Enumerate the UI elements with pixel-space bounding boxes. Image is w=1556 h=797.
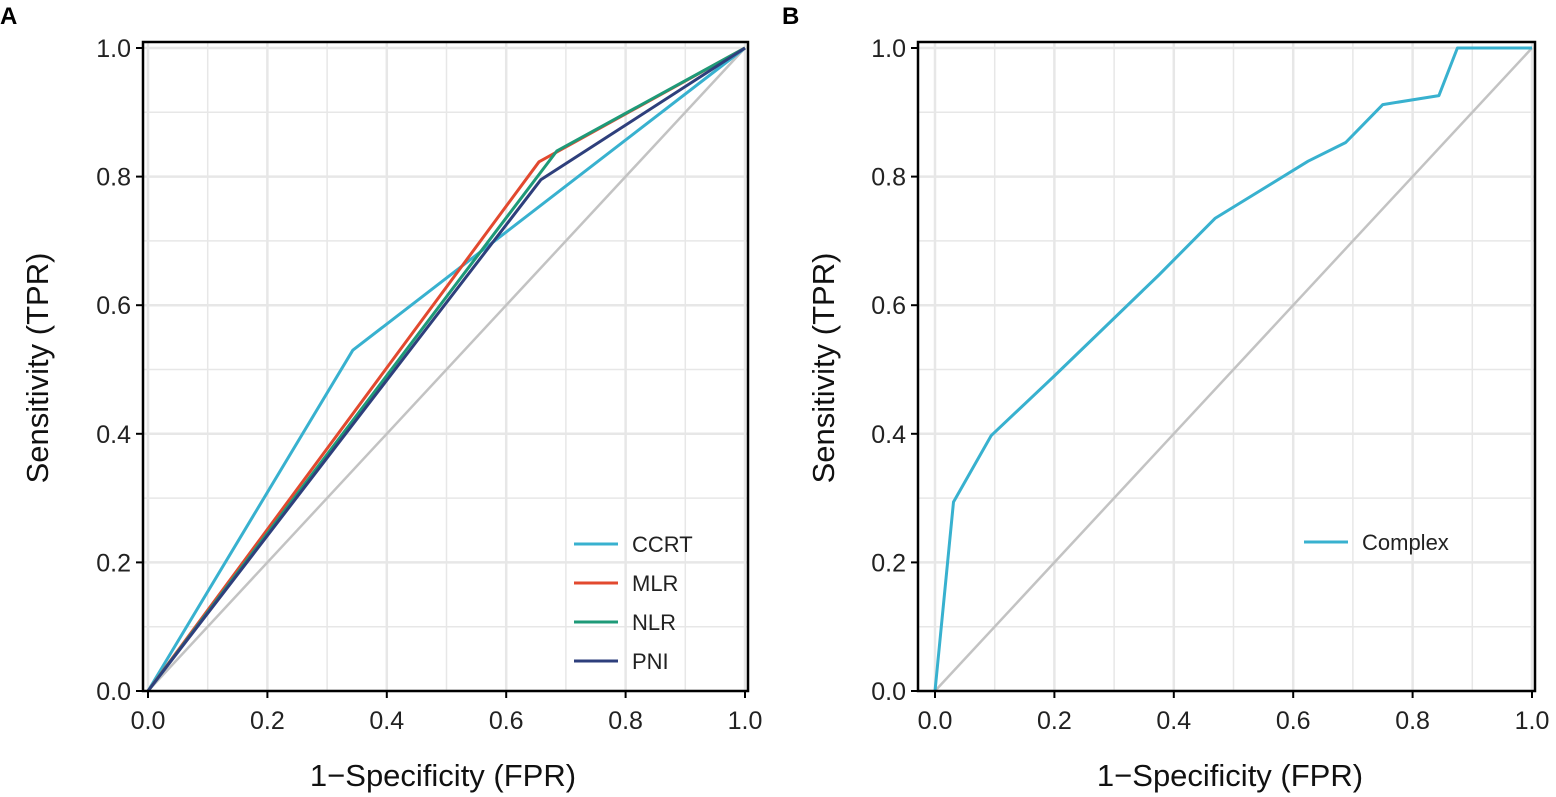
- panel-b-series-lines: [933, 46, 1532, 692]
- panel-a-series-line-pni: [146, 46, 746, 692]
- panel-b-y-tick-label: 0.8: [871, 164, 906, 192]
- panel-b-y-tick-label: 0.6: [871, 292, 906, 320]
- panel-a-series-line-ccrt: [146, 46, 746, 692]
- panel-a: A 0.0 0.2 0.4 0.6 0.8 1.0 0.0 0.2 0.4 0.6 0.8 1.0 1…: [0, 3, 762, 793]
- panel-a-reference-diagonal: [147, 47, 746, 692]
- panel-b-x-tick-label: 0.2: [1037, 707, 1072, 735]
- panel-a-y-tick-label: 0.0: [96, 678, 131, 706]
- panel-b-y-tick-label: 1.0: [871, 35, 906, 63]
- panel-a-x-tick-label: 0.8: [608, 707, 643, 735]
- panel-b-x-tick-label: 0.8: [1395, 707, 1430, 735]
- panel-a-y-tick-label: 0.8: [96, 164, 131, 192]
- panel-b-ticks: 0.0 0.2 0.4 0.6 0.8 1.0 0.0 0.2 0.4 0.6 0.8 1.0: [871, 35, 1549, 735]
- panel-a-series-lines: [146, 46, 746, 692]
- panel-a-x-tick-label: 1.0: [728, 707, 763, 735]
- panel-a-legend: CCRT MLR NLR PNI: [574, 532, 693, 674]
- panel-a-legend-label-ccrt: CCRT: [632, 532, 693, 557]
- panel-a-x-tick-label: 0.6: [489, 707, 524, 735]
- panel-b-x-tick-label: 0.6: [1276, 707, 1311, 735]
- panel-b-reference-diagonal: [934, 47, 1533, 692]
- panel-b-grid: [918, 42, 1535, 693]
- panel-b-y-tick-label: 0.0: [871, 678, 906, 706]
- panel-a-x-tick-label: 0.4: [369, 707, 404, 735]
- panel-b-x-axis-title: 1−Specificity (FPR): [1097, 758, 1363, 793]
- panel-a-ticks: 0.0 0.2 0.4 0.6 0.8 1.0 0.0 0.2 0.4 0.6 0.8 1.0: [96, 35, 762, 735]
- panel-b-x-tick-label: 0.4: [1156, 707, 1191, 735]
- panel-a-label: A: [0, 3, 17, 30]
- panel-a-legend-label-nlr: NLR: [632, 610, 676, 635]
- panel-b-label: B: [782, 3, 799, 30]
- panel-a-plot-frame: [141, 40, 750, 693]
- panel-a-legend-label-pni: PNI: [632, 649, 669, 674]
- panel-a-y-tick-label: 0.6: [96, 292, 131, 320]
- panel-a-y-axis-title: Sensitivity (TPR): [20, 253, 55, 484]
- panel-b-y-tick-label: 0.4: [871, 421, 906, 449]
- panel-a-x-tick-label: 0.2: [250, 707, 285, 735]
- panel-a-y-tick-label: 1.0: [96, 35, 131, 63]
- panel-a-series-line-nlr: [146, 46, 746, 692]
- panel-a-y-tick-label: 0.2: [96, 549, 131, 577]
- panel-a-legend-label-mlr: MLR: [632, 571, 678, 596]
- panel-b: B 0.0 0.2 0.4 0.6 0.8 1.0 0.0 0.2 0.4 0.6 0.8 1.0 1…: [782, 3, 1549, 793]
- panel-a-y-tick-label: 0.4: [96, 421, 131, 449]
- panel-b-series-line-complex: [933, 46, 1532, 692]
- panel-b-legend: Complex: [1304, 530, 1449, 555]
- panel-b-y-tick-label: 0.2: [871, 549, 906, 577]
- panel-b-y-axis-title: Sensitivity (TPR): [806, 253, 841, 484]
- panel-b-x-tick-label: 1.0: [1515, 707, 1550, 735]
- panel-a-x-axis-title: 1−Specificity (FPR): [310, 758, 576, 793]
- panel-a-x-tick-label: 0.0: [131, 707, 166, 735]
- panel-b-legend-label-complex: Complex: [1362, 530, 1449, 555]
- panel-b-x-tick-label: 0.0: [918, 707, 953, 735]
- panel-b-plot-frame: [916, 40, 1537, 693]
